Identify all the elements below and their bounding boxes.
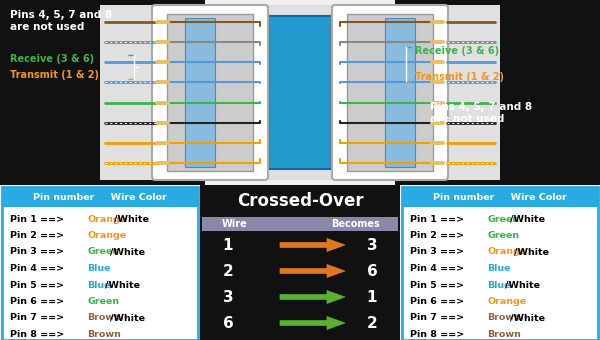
Text: Pin 8 ==>: Pin 8 ==> — [410, 330, 464, 339]
Text: /White: /White — [505, 280, 540, 289]
Text: Wire: Wire — [222, 219, 248, 229]
Text: 6: 6 — [367, 264, 377, 278]
FancyBboxPatch shape — [347, 14, 433, 171]
Text: /White: /White — [110, 248, 145, 256]
Text: Pin 5 ==>: Pin 5 ==> — [410, 280, 464, 289]
Text: Brown: Brown — [487, 313, 521, 323]
Text: Receive (3 & 6): Receive (3 & 6) — [415, 46, 499, 56]
FancyBboxPatch shape — [260, 20, 270, 165]
Text: Transmit (1 & 2): Transmit (1 & 2) — [415, 72, 504, 82]
Text: Blue: Blue — [87, 280, 110, 289]
Text: /White: /White — [114, 215, 149, 223]
Text: Pin 4 ==>: Pin 4 ==> — [410, 264, 464, 273]
Text: /White: /White — [509, 215, 545, 223]
FancyBboxPatch shape — [202, 217, 398, 231]
Text: Pin 6 ==>: Pin 6 ==> — [410, 297, 464, 306]
Text: Green: Green — [87, 297, 119, 306]
FancyBboxPatch shape — [332, 5, 448, 180]
Text: Orange: Orange — [487, 248, 526, 256]
Polygon shape — [280, 238, 345, 252]
Text: Blue: Blue — [87, 264, 110, 273]
Text: 3: 3 — [367, 238, 377, 253]
Text: are not used: are not used — [10, 22, 85, 32]
FancyBboxPatch shape — [185, 18, 215, 167]
FancyBboxPatch shape — [152, 5, 268, 180]
FancyBboxPatch shape — [402, 187, 598, 340]
FancyBboxPatch shape — [402, 187, 598, 207]
FancyBboxPatch shape — [167, 14, 253, 171]
Text: Pin 3 ==>: Pin 3 ==> — [10, 248, 64, 256]
Text: 6: 6 — [223, 316, 233, 330]
Text: Green: Green — [87, 248, 119, 256]
Text: 1: 1 — [367, 289, 377, 305]
Text: Pin 7 ==>: Pin 7 ==> — [410, 313, 464, 323]
Text: Pin 1 ==>: Pin 1 ==> — [10, 215, 64, 223]
FancyBboxPatch shape — [200, 185, 400, 340]
Text: Orange: Orange — [87, 231, 126, 240]
Polygon shape — [280, 290, 345, 304]
Text: 2: 2 — [223, 264, 233, 278]
Text: Brown: Brown — [87, 313, 121, 323]
Text: Pin 6 ==>: Pin 6 ==> — [10, 297, 64, 306]
Text: /White: /White — [105, 280, 140, 289]
Text: Pin 1 ==>: Pin 1 ==> — [410, 215, 464, 223]
FancyBboxPatch shape — [2, 187, 198, 340]
Text: 3: 3 — [223, 289, 233, 305]
FancyBboxPatch shape — [2, 187, 198, 207]
Text: Pins 4, 5, 7 and 8: Pins 4, 5, 7 and 8 — [10, 10, 112, 20]
Text: Receive (3 & 6): Receive (3 & 6) — [10, 54, 94, 64]
Text: Blue: Blue — [487, 264, 511, 273]
Polygon shape — [280, 265, 345, 277]
Text: Green: Green — [487, 231, 519, 240]
FancyBboxPatch shape — [256, 16, 344, 169]
Text: 1: 1 — [223, 238, 233, 253]
Text: Orange: Orange — [87, 215, 126, 223]
Text: Transmit (1 & 2): Transmit (1 & 2) — [10, 70, 99, 80]
Text: Pin 2 ==>: Pin 2 ==> — [410, 231, 464, 240]
Text: /White: /White — [514, 248, 549, 256]
Text: Pin 7 ==>: Pin 7 ==> — [10, 313, 64, 323]
FancyBboxPatch shape — [100, 5, 500, 180]
Text: Pin 5 ==>: Pin 5 ==> — [10, 280, 64, 289]
Text: are not used: are not used — [430, 114, 505, 124]
Text: 2: 2 — [367, 316, 377, 330]
Text: Pin 2 ==>: Pin 2 ==> — [10, 231, 64, 240]
Text: /White: /White — [110, 313, 145, 323]
Text: Pin 8 ==>: Pin 8 ==> — [10, 330, 64, 339]
Text: Pin 4 ==>: Pin 4 ==> — [10, 264, 64, 273]
FancyBboxPatch shape — [395, 0, 600, 185]
FancyBboxPatch shape — [0, 0, 205, 185]
Text: Orange: Orange — [487, 297, 526, 306]
Text: Brown: Brown — [87, 330, 121, 339]
Text: Becomes: Becomes — [331, 219, 379, 229]
Text: Brown: Brown — [487, 330, 521, 339]
Text: /White: /White — [509, 313, 545, 323]
Text: Green: Green — [487, 215, 519, 223]
Text: Pin 3 ==>: Pin 3 ==> — [410, 248, 464, 256]
Text: Pins 4, 5, 7 and 8: Pins 4, 5, 7 and 8 — [430, 102, 532, 112]
Text: Crossed-Over: Crossed-Over — [236, 192, 364, 210]
FancyBboxPatch shape — [330, 20, 340, 165]
Text: Pin number     Wire Color: Pin number Wire Color — [33, 192, 167, 202]
FancyBboxPatch shape — [385, 18, 415, 167]
Text: Blue: Blue — [487, 280, 511, 289]
Text: Pin number     Wire Color: Pin number Wire Color — [433, 192, 567, 202]
Polygon shape — [280, 317, 345, 329]
